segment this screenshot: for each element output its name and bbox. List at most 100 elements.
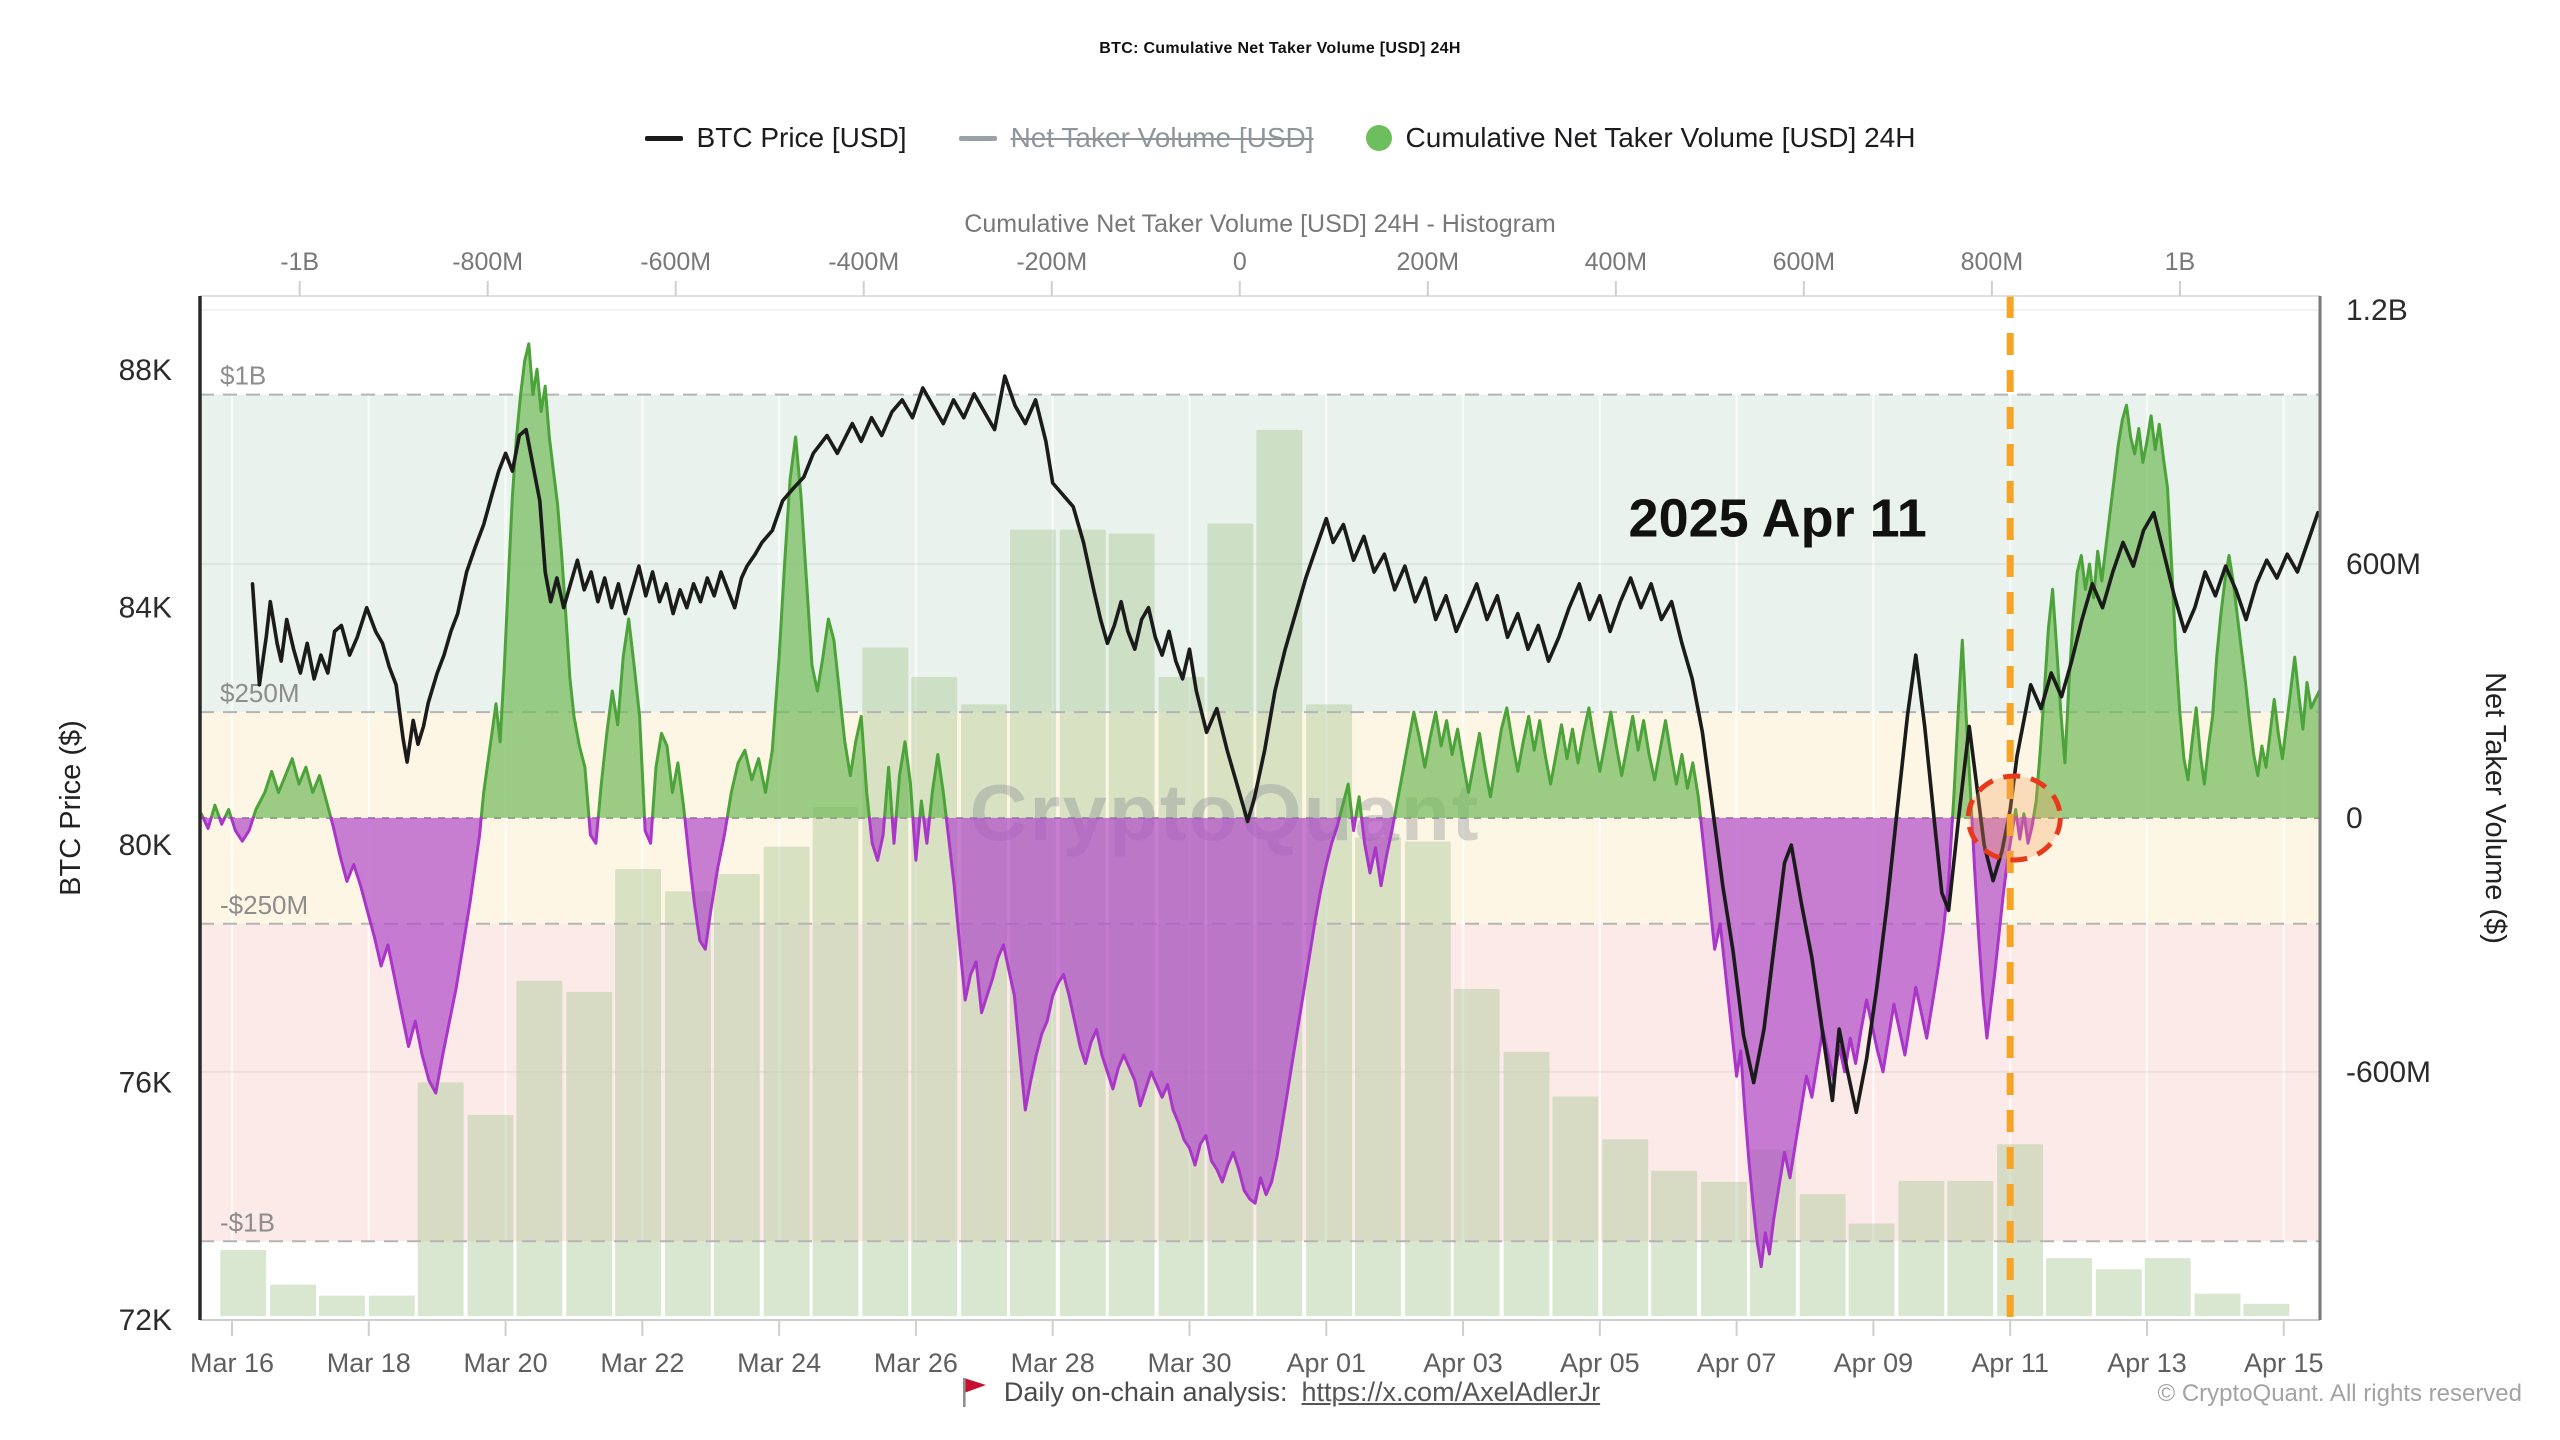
cumulative-volume-positive-area <box>253 758 331 818</box>
band-label: -$250M <box>220 890 308 920</box>
footer-note-text: Daily on-chain analysis: <box>1003 1376 1288 1407</box>
top-axis-tick-label: -800M <box>452 248 523 276</box>
bottom-axis-tick-label: Apr 05 <box>1560 1348 1640 1378</box>
bottom-axis-tick-label: Apr 11 <box>1971 1348 2049 1378</box>
cumulative-volume-negative-line <box>218 816 227 826</box>
top-axis-tick-label: 1B <box>2165 248 2196 276</box>
histogram-bar <box>1898 1180 1945 1316</box>
plot-frame <box>198 295 2322 1321</box>
histogram-bar <box>1552 1096 1599 1316</box>
bottom-axis-tick-label: Mar 26 <box>874 1348 958 1378</box>
right-axis: 1.2B 600M 0 -600M Net Taker Volume ($) <box>2346 294 2511 1089</box>
cumulative-volume-positive-area <box>652 733 685 818</box>
histogram-bar <box>2243 1303 2290 1316</box>
page-title: BTC: Cumulative Net Taker Volume [USD] 2… <box>1099 40 1461 57</box>
cumulative-volume-negative-area <box>231 817 254 842</box>
cumulative-volume-positive-line <box>1337 782 1354 820</box>
histogram-bar <box>1503 1051 1550 1316</box>
bottom-axis-tick-label: Apr 03 <box>1423 1348 1503 1378</box>
right-axis-tick-label: 0 <box>2346 802 2363 835</box>
cumulative-volume-negative-line <box>890 816 898 845</box>
histogram-bar <box>664 891 711 1316</box>
cumulative-volume-positive-line <box>918 799 926 820</box>
top-axis-title: Cumulative Net Taker Volume [USD] 24H - … <box>964 210 1555 238</box>
left-axis-tick-label: 80K <box>119 829 172 862</box>
footer-note: Daily on-chain analysis: https://x.com/A… <box>0 1376 2560 1408</box>
left-axis-title: BTC Price ($) <box>55 720 87 896</box>
cumulative-volume-series <box>200 342 2320 1269</box>
histogram-bar <box>1848 1223 1895 1316</box>
cumulative-volume-positive-line <box>1392 706 1703 820</box>
cumulative-volume-positive-area <box>1952 640 1972 818</box>
legend-item-btc-price[interactable]: BTC Price [USD] <box>644 122 907 154</box>
cumulative-volume-negative-line <box>1360 816 1396 888</box>
cumulative-volume-negative-area <box>684 817 728 950</box>
level-lines: $1B$250M-$250M-$1B <box>200 361 2320 1243</box>
histogram-bar <box>1404 841 1451 1316</box>
footer-link[interactable]: https://x.com/AxelAdlerJr <box>1301 1376 1601 1407</box>
left-axis-tick-label: 88K <box>119 354 172 387</box>
histogram-bar <box>516 980 563 1316</box>
legend-item-cumulative-net-taker-volume[interactable]: Cumulative Net Taker Volume [USD] 24H <box>1365 122 1915 154</box>
cumulative-volume-positive-line <box>223 808 233 820</box>
cumulative-volume-negative-line <box>911 816 922 862</box>
histogram-bar <box>763 846 810 1316</box>
histogram-bar <box>270 1284 317 1316</box>
histogram-bar <box>319 1295 365 1316</box>
cumulative-volume-positive-area <box>481 343 589 818</box>
cumulative-volume-positive-line <box>251 757 333 820</box>
cumulative-volume-positive-line <box>894 740 915 820</box>
histogram-bar <box>417 1082 464 1316</box>
histogram-bar <box>911 676 958 1316</box>
cumulative-volume-positive-area <box>1394 707 1701 818</box>
cumulative-volume-negative-line <box>587 816 600 845</box>
left-axis-tick-label: 84K <box>119 592 172 625</box>
histogram-bar <box>220 1249 267 1316</box>
histogram-bar <box>2144 1258 2191 1316</box>
right-axis-tick-label: -600M <box>2346 1056 2431 1089</box>
cumulative-volume-positive-line <box>725 435 871 820</box>
bottom-axis-tick-label: Mar 24 <box>737 1348 821 1378</box>
histogram-bar <box>566 991 613 1316</box>
histogram-bar <box>1997 1144 2044 1316</box>
cumulative-volume-positive-area <box>598 619 645 818</box>
histogram-bar <box>2095 1269 2142 1316</box>
bottom-axis: Mar 16 Mar 18 Mar 20 Mar 22 Mar 24 Mar 26 Mar … <box>190 1320 2324 1378</box>
left-axis-tick-label: 76K <box>119 1067 172 1100</box>
bottom-axis-tick-label: Apr 07 <box>1697 1348 1777 1378</box>
cumulative-volume-positive-line <box>650 731 687 820</box>
bottom-axis-tick-label: Apr 13 <box>2107 1348 2187 1378</box>
bottom-axis-tick-label: Apr 09 <box>1834 1348 1914 1378</box>
histogram-bar <box>2194 1293 2241 1316</box>
cumulative-volume-positive-line <box>596 617 646 820</box>
legend-label: BTC Price [USD] <box>696 122 907 153</box>
bottom-axis-tick-label: Mar 18 <box>327 1348 411 1378</box>
cumulative-volume-negative-line <box>329 816 483 1095</box>
bottom-axis-tick-label: Mar 30 <box>1147 1348 1231 1378</box>
cumulative-volume-negative-line <box>1699 816 1954 1269</box>
date-annotation: 2025 Apr 11 <box>1629 488 1927 548</box>
cumulative-volume-negative-line <box>867 816 886 862</box>
cumulative-volume-positive-area <box>929 754 947 818</box>
top-axis-tick-label: -400M <box>828 248 899 276</box>
top-axis-tick-label: 800M <box>1961 248 2024 276</box>
top-axis-tick-label: 600M <box>1773 248 1836 276</box>
left-axis-tick-label: 72K <box>119 1304 172 1337</box>
bottom-axis-tick-label: Mar 20 <box>464 1348 548 1378</box>
cumulative-volume-positive-line <box>928 753 948 820</box>
legend-item-net-taker-volume[interactable]: Net Taker Volume [USD] <box>958 122 1314 154</box>
cumulative-volume-positive-line <box>883 765 894 820</box>
histogram-bar <box>1947 1180 1994 1316</box>
top-axis-tick-label: -1B <box>280 248 319 276</box>
right-axis-title: Net Taker Volume ($) <box>2479 672 2511 944</box>
histogram-bar <box>1453 988 1500 1316</box>
cumulative-volume-negative-line <box>2015 816 2025 841</box>
cumulative-volume-positive-line <box>1354 795 1364 820</box>
cumulative-volume-negative-area <box>946 817 1340 1204</box>
right-axis-tick-label: 600M <box>2346 548 2421 581</box>
btc-price-line <box>250 374 2320 1114</box>
legend: BTC Price [USD] Net Taker Volume [USD] C… <box>0 122 2560 154</box>
cumulative-volume-negative-line <box>1350 816 1358 833</box>
